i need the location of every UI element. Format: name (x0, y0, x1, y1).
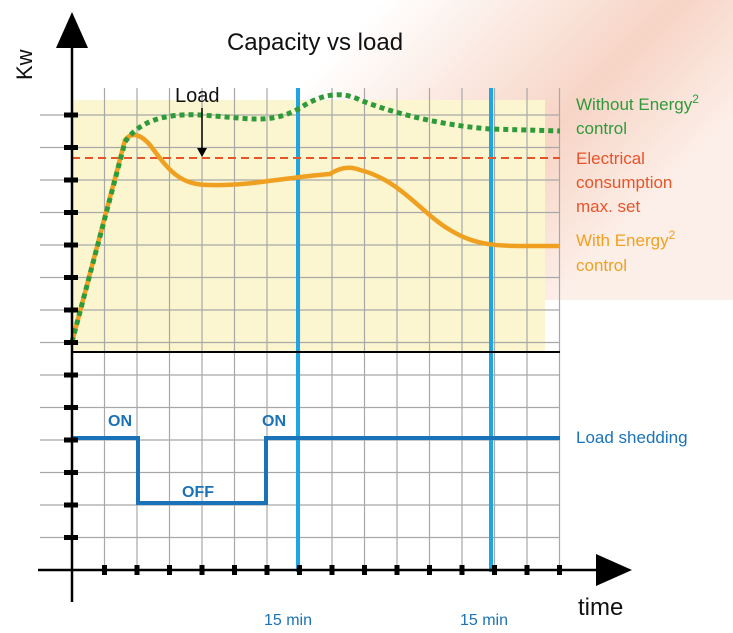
x-axis-arrow (596, 554, 632, 586)
y-tick (64, 275, 78, 280)
load-shedding-line (72, 436, 560, 505)
load-pointer-head (197, 148, 207, 157)
x-tick (524, 565, 530, 575)
load-label: Load (175, 85, 220, 107)
with-control-curve (69, 132, 561, 343)
x-tick (362, 565, 367, 575)
legend-sup: 2 (692, 92, 699, 106)
y-tick (64, 307, 78, 313)
y-tick (64, 112, 78, 118)
y-tick (64, 535, 78, 540)
legend-with: control (576, 256, 627, 275)
legend-text: With Energy (576, 231, 669, 250)
state-label: ON (108, 413, 132, 430)
x-tick (297, 565, 302, 575)
y-axis-arrow (56, 12, 88, 48)
y-tick (64, 502, 78, 508)
y-tick (64, 145, 78, 150)
x-tick (199, 565, 205, 575)
ticks (64, 112, 562, 575)
x-tick (394, 565, 400, 575)
y-tick (64, 210, 78, 215)
legend-with: With Energy2 (576, 228, 676, 250)
legend-without: Without Energy2 (576, 92, 699, 114)
legend-max-set: max. set (576, 197, 641, 216)
x-tick (102, 565, 107, 575)
title: Capacity vs load (227, 29, 403, 56)
y-tick (64, 470, 78, 475)
state-label: OFF (182, 484, 214, 501)
x-tick (427, 565, 432, 575)
x-axis-label: time (578, 594, 623, 621)
y-tick (64, 372, 78, 378)
x-tick (329, 565, 335, 575)
y-tick (64, 177, 78, 183)
y-axis-label: Kw (12, 49, 37, 80)
legend-without: control (576, 119, 627, 138)
x-tick (557, 565, 562, 575)
interval-label: 15 min (460, 612, 508, 629)
x-tick (492, 565, 497, 575)
legend-max-set: consumption (576, 173, 672, 192)
legend-sup: 2 (669, 228, 676, 242)
x-tick (167, 565, 172, 575)
x-tick (264, 565, 270, 575)
interval-label: 15 min (264, 612, 312, 629)
y-tick (64, 405, 78, 410)
legend-shedding: Load shedding (576, 428, 688, 447)
state-label: ON (262, 413, 286, 430)
y-tick (64, 437, 78, 443)
legend-max-set: Electrical (576, 149, 645, 168)
y-tick (64, 242, 78, 248)
x-tick (459, 565, 465, 575)
legend-text: Without Energy (576, 95, 693, 114)
x-tick (134, 565, 140, 575)
without-control-curve (69, 92, 561, 343)
y-tick (64, 340, 78, 345)
x-tick (232, 565, 237, 575)
